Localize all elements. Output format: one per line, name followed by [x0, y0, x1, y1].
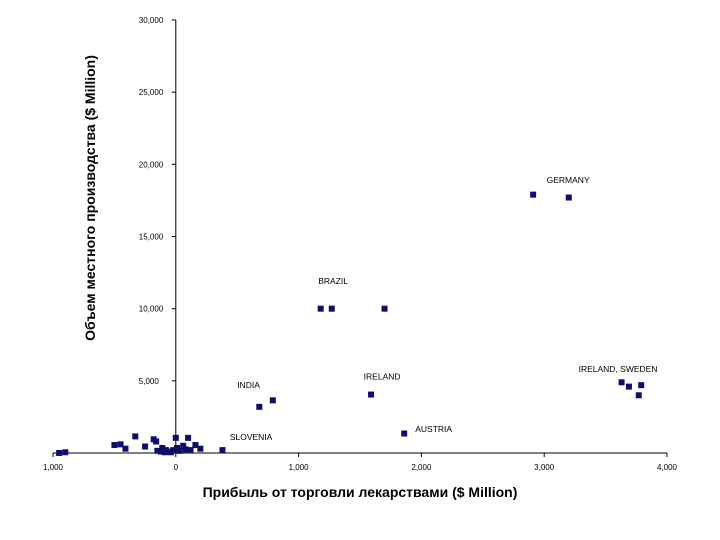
x-tick-label: 4,000 — [657, 463, 678, 472]
data-point — [172, 434, 179, 441]
point-annotation: GERMANY — [547, 175, 590, 185]
data-point — [117, 441, 124, 448]
data-point — [269, 397, 276, 404]
annotations: GERMANY BRAZIL INDIA IRELAND IRELAND, SWEDEN… — [230, 175, 658, 442]
x-tick-label: 3,000 — [534, 463, 555, 472]
y-tick-label: 5,000 — [139, 377, 160, 386]
data-point — [142, 443, 149, 450]
data-point — [170, 447, 177, 454]
y-axis-title: Объем местного производства ($ Million) — [82, 55, 98, 341]
x-axis: 1,000 0 1,000 2,000 3,000 4,000 — [43, 452, 678, 472]
data-point — [530, 191, 537, 198]
x-axis-title: Прибыль от торговли лекарствами ($ Milli… — [203, 484, 518, 500]
x-tick-label: 2,000 — [411, 463, 432, 472]
data-point — [154, 447, 161, 454]
data-point — [158, 448, 165, 455]
data-point — [132, 433, 139, 440]
data-point — [182, 446, 189, 453]
data-point — [328, 305, 335, 312]
data-point — [56, 450, 63, 456]
y-tick-label: 20,000 — [139, 160, 164, 169]
point-annotation: BRAZIL — [318, 276, 348, 286]
data-point — [122, 445, 129, 452]
data-point — [565, 194, 572, 201]
y-tick-label: 10,000 — [139, 305, 164, 314]
point-annotation: IRELAND — [364, 371, 401, 381]
data-point — [219, 447, 226, 454]
data-point — [638, 382, 645, 389]
y-tick-label: 15,000 — [139, 233, 164, 242]
data-point — [187, 447, 194, 454]
y-axis: 5,000 10,000 15,000 20,000 25,000 30,000 — [139, 16, 177, 454]
data-point — [185, 434, 192, 441]
data-point — [401, 430, 408, 437]
point-annotation: AUSTRIA — [415, 424, 452, 434]
point-annotation: INDIA — [237, 380, 260, 390]
data-point — [159, 444, 166, 451]
x-tick-label: 1,000 — [43, 463, 64, 472]
data-point — [625, 383, 632, 390]
data-point — [197, 445, 204, 452]
data-point — [62, 449, 69, 456]
data-points — [56, 191, 645, 456]
data-point — [111, 442, 118, 449]
point-annotation: SLOVENIA — [230, 432, 273, 442]
data-point — [381, 305, 388, 312]
x-tick-label: 1,000 — [289, 463, 310, 472]
y-tick-label: 25,000 — [139, 88, 164, 97]
data-point — [618, 379, 625, 386]
data-point — [256, 403, 263, 410]
point-annotation: IRELAND, SWEDEN — [579, 364, 658, 374]
y-tick-label: 30,000 — [139, 16, 164, 25]
data-point — [153, 438, 160, 445]
data-point — [635, 392, 642, 399]
data-point — [192, 442, 199, 449]
data-point — [180, 442, 187, 449]
data-point — [317, 305, 324, 312]
x-tick-label: 0 — [174, 463, 179, 472]
data-point — [368, 391, 375, 398]
data-point — [176, 447, 183, 454]
